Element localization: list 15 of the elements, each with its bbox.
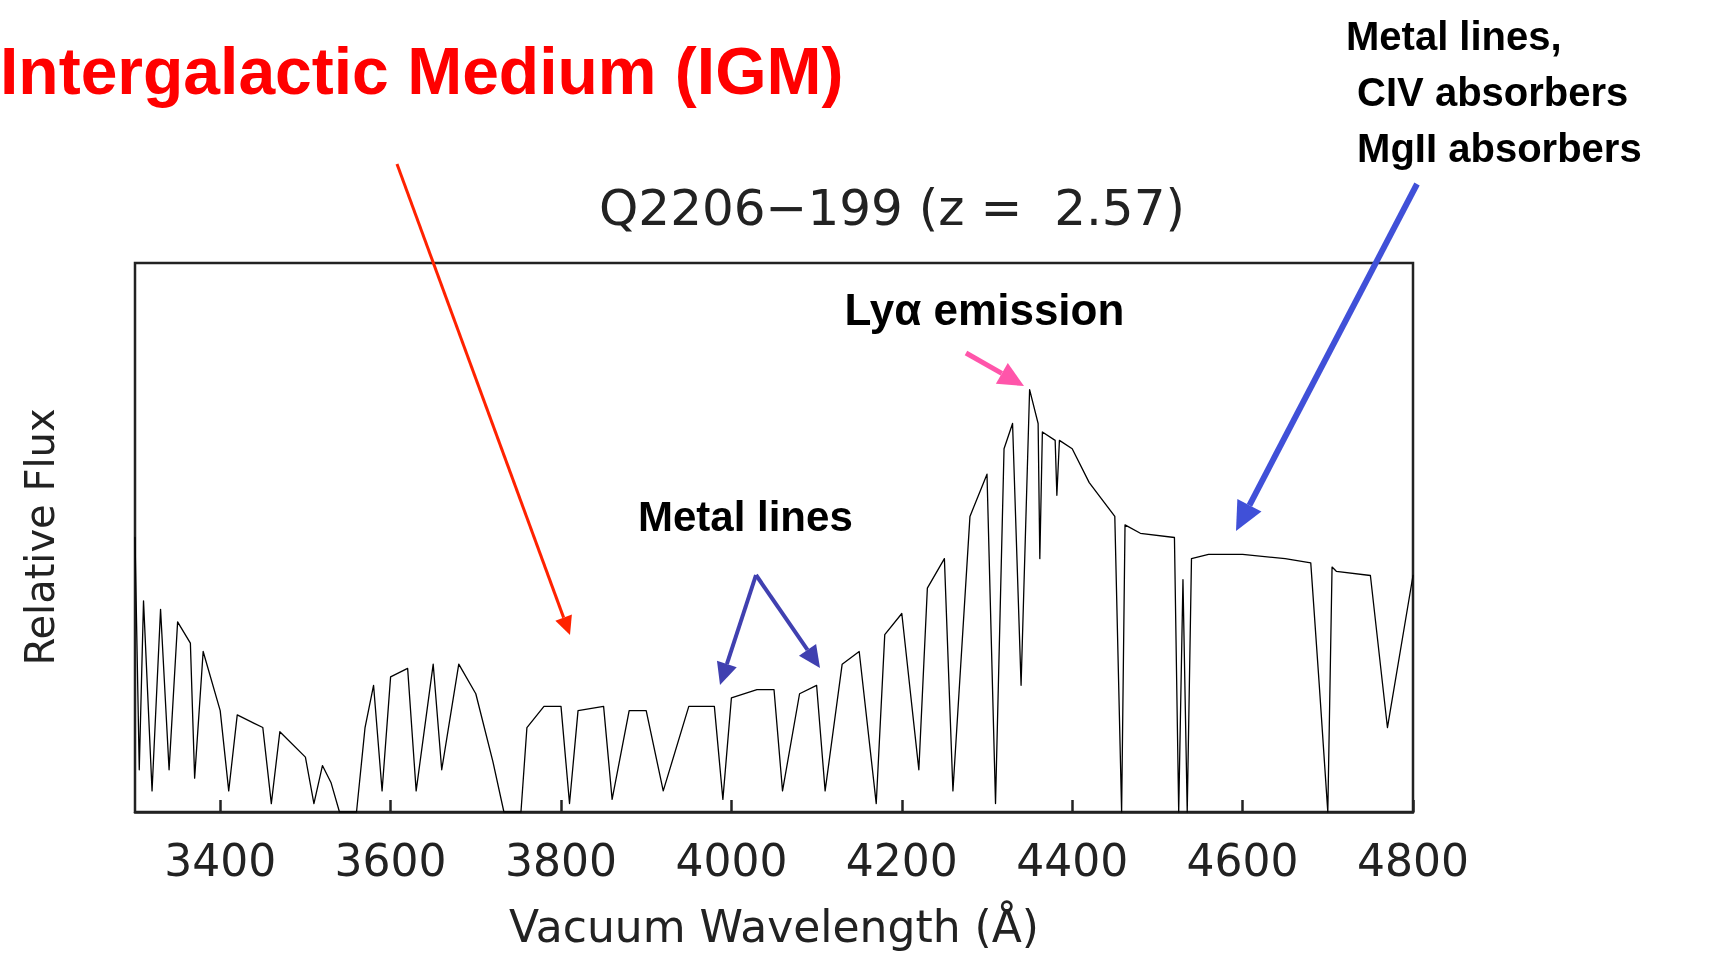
y-axis-title: Relative Flux xyxy=(17,408,63,666)
x-tick-label: 3600 xyxy=(334,834,447,886)
x-tick-label: 4000 xyxy=(675,834,788,886)
x-axis-title: Vacuum Wavelength (Å) xyxy=(509,899,1039,952)
annotation: Metal lines xyxy=(638,492,853,540)
chart-title: Q2206−199 (z = 2.57) xyxy=(599,179,1185,237)
text: Metal lines, CIV absorbers MgII absorbers xyxy=(1346,14,1642,170)
x-tick-label: 3400 xyxy=(164,834,277,886)
x-tick-label: 3800 xyxy=(505,834,617,886)
annotation: Lyα emission xyxy=(844,285,1125,335)
x-tick-label: 4200 xyxy=(845,834,958,886)
x-tick-label: 4800 xyxy=(1357,834,1469,886)
x-tick-label: 4600 xyxy=(1186,834,1299,886)
text: Intergalactic Medium (IGM) xyxy=(0,34,844,108)
x-tick-label: 4400 xyxy=(1016,834,1129,886)
